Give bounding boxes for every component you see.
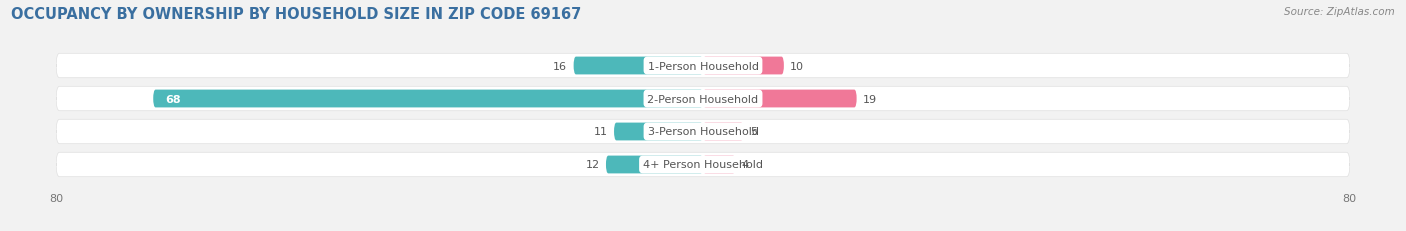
Text: 10: 10	[790, 61, 804, 71]
Text: Source: ZipAtlas.com: Source: ZipAtlas.com	[1284, 7, 1395, 17]
FancyBboxPatch shape	[703, 156, 735, 174]
FancyBboxPatch shape	[56, 120, 1350, 144]
FancyBboxPatch shape	[153, 90, 703, 108]
Text: OCCUPANCY BY OWNERSHIP BY HOUSEHOLD SIZE IN ZIP CODE 69167: OCCUPANCY BY OWNERSHIP BY HOUSEHOLD SIZE…	[11, 7, 582, 22]
Text: 11: 11	[593, 127, 607, 137]
Text: 16: 16	[553, 61, 567, 71]
FancyBboxPatch shape	[56, 153, 1350, 177]
Text: 19: 19	[863, 94, 877, 104]
Text: 12: 12	[585, 160, 599, 170]
Text: 4+ Person Household: 4+ Person Household	[643, 160, 763, 170]
FancyBboxPatch shape	[614, 123, 703, 141]
Text: 5: 5	[749, 127, 756, 137]
Text: 4: 4	[742, 160, 749, 170]
Text: 3-Person Household: 3-Person Household	[648, 127, 758, 137]
Text: 2-Person Household: 2-Person Household	[647, 94, 759, 104]
FancyBboxPatch shape	[703, 90, 856, 108]
FancyBboxPatch shape	[703, 57, 785, 75]
Text: 1-Person Household: 1-Person Household	[648, 61, 758, 71]
FancyBboxPatch shape	[56, 87, 1350, 111]
FancyBboxPatch shape	[606, 156, 703, 174]
Text: 68: 68	[166, 94, 181, 104]
FancyBboxPatch shape	[56, 54, 1350, 78]
FancyBboxPatch shape	[703, 123, 744, 141]
FancyBboxPatch shape	[574, 57, 703, 75]
